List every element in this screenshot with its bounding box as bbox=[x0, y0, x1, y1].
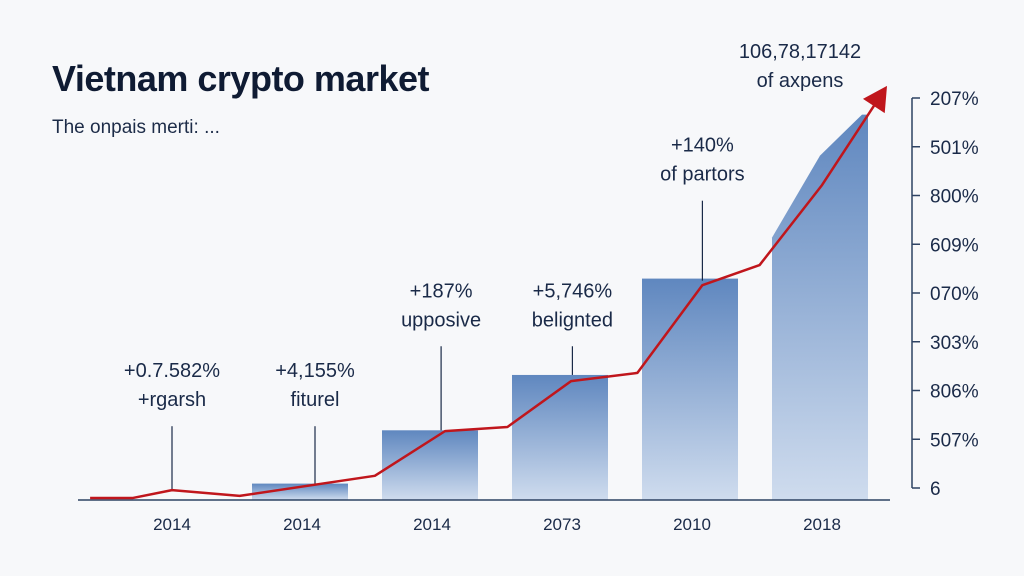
annotation-value: +187% bbox=[410, 280, 473, 302]
x-tick-label: 2018 bbox=[803, 515, 841, 534]
chart-title: Vietnam crypto market bbox=[52, 58, 430, 99]
y-tick-label: 207% bbox=[930, 89, 979, 110]
annotation-text: of partors bbox=[660, 164, 744, 186]
annotation-value: +5,746% bbox=[533, 280, 613, 302]
annotation-value: +0.7.582% bbox=[124, 360, 220, 382]
annotation-text: +rgarsh bbox=[138, 389, 206, 411]
y-tick-label: 800% bbox=[930, 187, 979, 208]
y-tick-label: 070% bbox=[930, 284, 979, 305]
annotation-value: 106,78,17142 bbox=[739, 41, 861, 63]
x-tick-label: 2014 bbox=[283, 515, 321, 534]
bar bbox=[642, 278, 738, 500]
bar bbox=[252, 483, 348, 500]
annotation-text: fiturel bbox=[291, 389, 340, 411]
y-tick-label: 806% bbox=[930, 382, 979, 403]
trend-line bbox=[90, 100, 879, 500]
annotation-value: +140% bbox=[671, 135, 734, 157]
annotation-value: +4,155% bbox=[275, 360, 355, 382]
annotation-text: upposive bbox=[401, 309, 481, 331]
y-tick-label: 6 bbox=[930, 479, 941, 500]
chart-subtitle: The onpais merti: ... bbox=[52, 117, 220, 138]
arrow-head-icon bbox=[862, 85, 887, 114]
x-tick-label: 2073 bbox=[543, 515, 581, 534]
y-tick-label: 507% bbox=[930, 430, 979, 451]
x-tick-label: 2014 bbox=[413, 515, 451, 534]
annotation-text: of axpens bbox=[757, 70, 844, 92]
bar bbox=[512, 374, 608, 500]
y-tick-label: 303% bbox=[930, 333, 979, 354]
y-tick-label: 501% bbox=[930, 138, 979, 159]
annotation-text: belignted bbox=[532, 309, 613, 331]
y-tick-label: 609% bbox=[930, 235, 979, 256]
x-tick-label: 2010 bbox=[673, 515, 711, 534]
x-tick-label: 2014 bbox=[153, 515, 191, 534]
bar bbox=[772, 114, 868, 500]
